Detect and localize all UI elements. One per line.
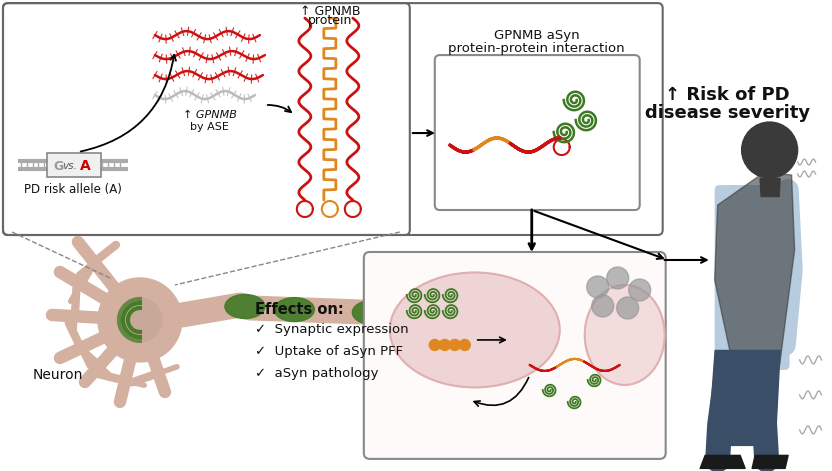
Ellipse shape xyxy=(275,298,314,322)
Text: GPNMB aSyn: GPNMB aSyn xyxy=(494,29,580,41)
Text: PD risk allele (A): PD risk allele (A) xyxy=(24,183,122,195)
Polygon shape xyxy=(715,172,795,365)
Text: ✓  aSyn pathology: ✓ aSyn pathology xyxy=(255,367,379,381)
FancyBboxPatch shape xyxy=(3,3,410,235)
FancyBboxPatch shape xyxy=(435,55,640,210)
Circle shape xyxy=(587,276,609,298)
Ellipse shape xyxy=(585,285,665,385)
Circle shape xyxy=(617,297,639,319)
Text: vs.: vs. xyxy=(62,161,77,171)
Circle shape xyxy=(429,340,440,350)
Text: ↑ Risk of PD: ↑ Risk of PD xyxy=(666,86,790,104)
Text: disease severity: disease severity xyxy=(645,104,810,122)
Text: ↑ GPNMB: ↑ GPNMB xyxy=(183,110,237,120)
Text: protein-protein interaction: protein-protein interaction xyxy=(448,41,625,55)
Text: G: G xyxy=(54,160,64,172)
Text: ↑ GPNMB: ↑ GPNMB xyxy=(300,5,360,17)
Circle shape xyxy=(607,267,629,289)
Circle shape xyxy=(741,122,798,178)
FancyBboxPatch shape xyxy=(715,185,790,370)
Ellipse shape xyxy=(390,273,560,388)
Text: Neuron: Neuron xyxy=(32,368,83,382)
Ellipse shape xyxy=(225,294,265,318)
Text: A: A xyxy=(80,159,91,173)
Circle shape xyxy=(592,295,614,317)
Text: ✓  Synaptic expression: ✓ Synaptic expression xyxy=(255,324,409,336)
Circle shape xyxy=(459,340,470,350)
Circle shape xyxy=(449,340,460,350)
Text: Effects on:: Effects on: xyxy=(255,302,344,317)
Ellipse shape xyxy=(352,300,393,325)
Circle shape xyxy=(98,278,182,362)
Text: ✓  Uptake of aSyn PFF: ✓ Uptake of aSyn PFF xyxy=(255,345,403,358)
Circle shape xyxy=(439,340,450,350)
FancyBboxPatch shape xyxy=(364,252,666,459)
Circle shape xyxy=(118,298,162,342)
Text: protein: protein xyxy=(308,14,352,26)
Circle shape xyxy=(629,279,651,301)
FancyBboxPatch shape xyxy=(47,153,101,177)
Text: by ASE: by ASE xyxy=(191,122,230,132)
